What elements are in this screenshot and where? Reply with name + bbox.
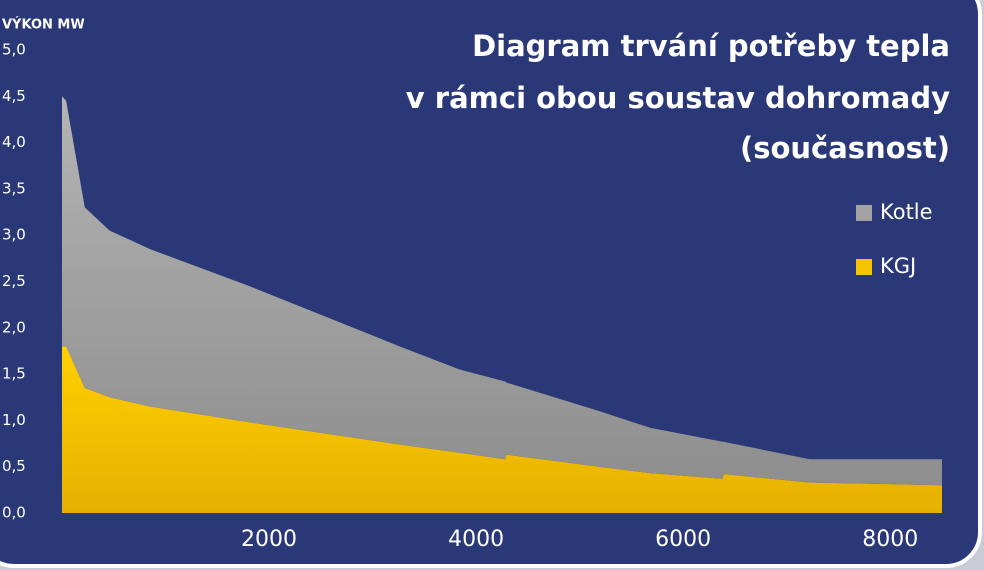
y-tick-label: 3,5 [2,179,26,197]
y-tick-label: 5,0 [2,41,26,59]
y-tick-label: 2,0 [2,318,26,336]
chart-title: Diagram trvání potřeby tepla [472,29,950,63]
chart-title: (současnost) [740,131,950,165]
y-tick-label: 0,5 [2,457,26,475]
legend-swatch [856,259,872,275]
legend-label: KGJ [880,254,916,278]
x-tick-label: 6000 [655,527,711,552]
y-tick-label: 1,0 [2,411,26,429]
area [62,346,942,513]
y-axis-label: VÝKON MW [2,17,85,33]
legend-swatch [856,205,872,221]
area [62,96,942,486]
x-tick-label: 4000 [448,527,504,552]
x-tick-label: 2000 [241,527,297,552]
y-tick-label: 1,5 [2,365,26,383]
y-tick-label: 4,0 [2,133,26,151]
y-tick-label: 4,5 [2,87,26,105]
y-tick-label: 0,0 [2,504,26,522]
y-tick-label: 3,0 [2,226,26,244]
x-tick-label: 8000 [862,527,918,552]
chart-title: v rámci obou soustav dohromady [406,81,950,115]
legend-label: Kotle [880,200,933,224]
y-tick-label: 2,5 [2,272,26,290]
